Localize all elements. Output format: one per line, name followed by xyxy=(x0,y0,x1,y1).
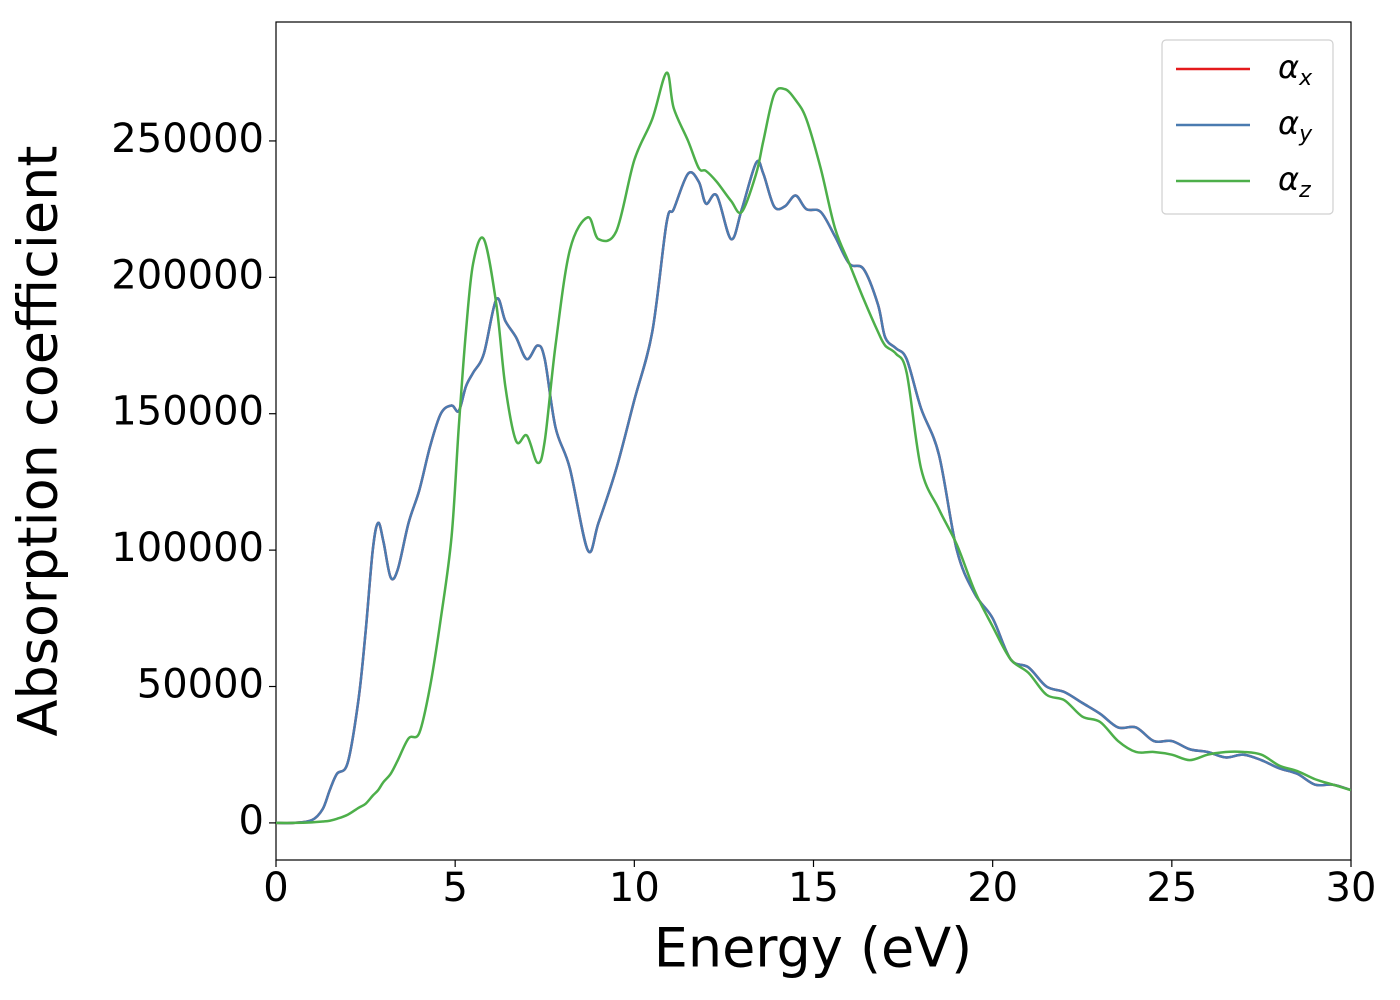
series-line xyxy=(276,71,1351,825)
x-tick-label: 10 xyxy=(609,865,660,911)
x-tick-label: 15 xyxy=(788,865,839,911)
x-tick-label: 25 xyxy=(1146,865,1197,911)
series-line xyxy=(276,159,1351,825)
y-axis-label: Absorption coefficient xyxy=(7,146,70,737)
legend-label: αz xyxy=(1278,160,1311,203)
y-tick-label: 50000 xyxy=(137,662,264,708)
x-tick-label: 5 xyxy=(442,865,467,911)
y-tick-label: 150000 xyxy=(111,389,264,435)
y-tick-label: 100000 xyxy=(111,525,264,571)
x-axis-label: Energy (eV) xyxy=(654,917,973,980)
legend-label: αx xyxy=(1278,48,1313,91)
y-tick-label: 250000 xyxy=(111,116,264,162)
legend-box xyxy=(1161,39,1334,215)
x-tick-label: 30 xyxy=(1326,865,1377,911)
x-tick-label: 0 xyxy=(263,865,288,911)
series-line xyxy=(276,159,1351,825)
y-tick-label: 200000 xyxy=(111,252,264,298)
legend-label: αy xyxy=(1278,104,1313,147)
y-tick-label: 0 xyxy=(239,798,264,844)
x-tick-label: 20 xyxy=(967,865,1018,911)
